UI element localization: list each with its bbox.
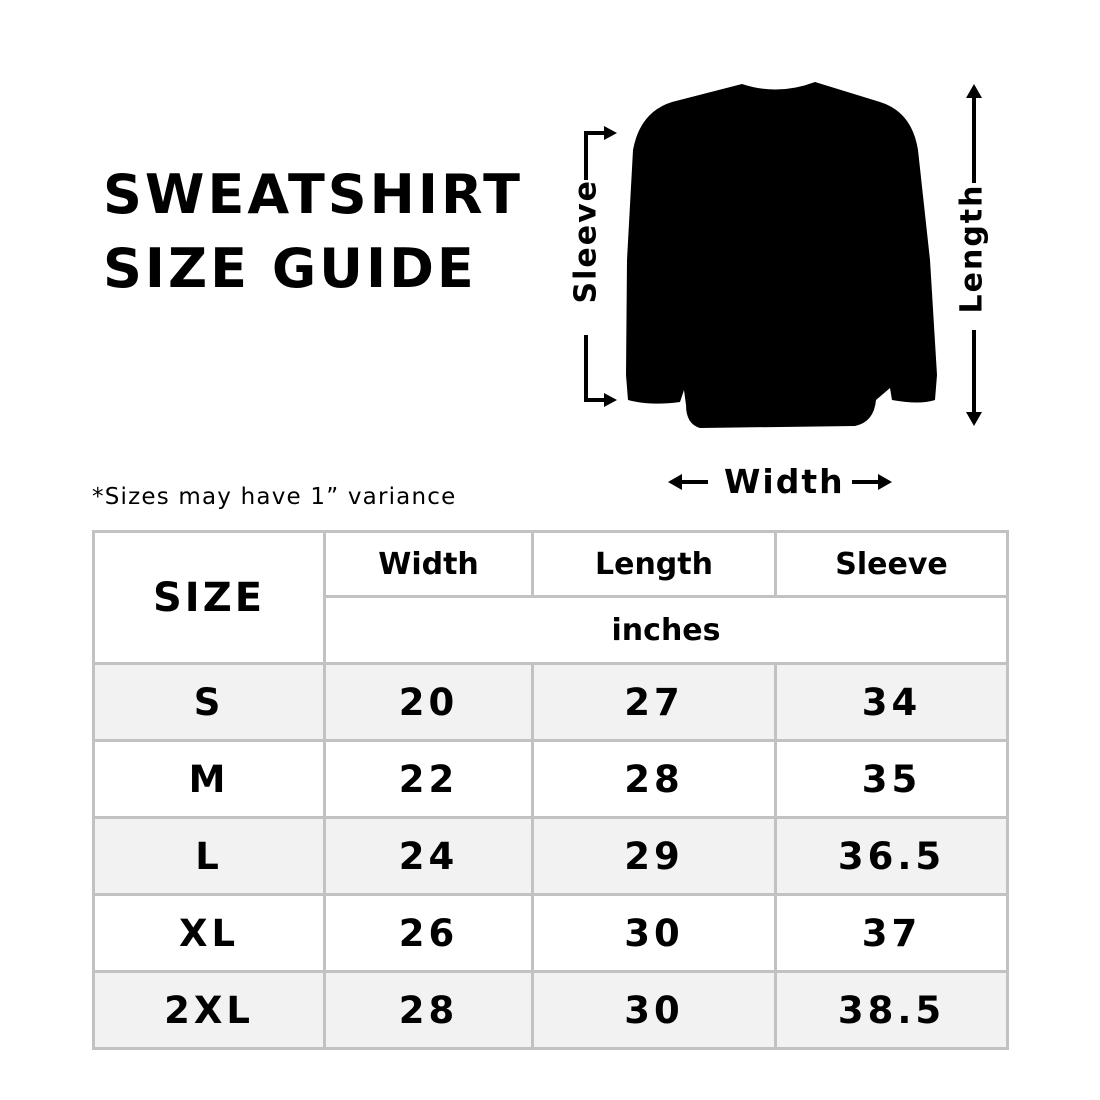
title-line-1: SWEATSHIRT <box>103 163 523 226</box>
variance-note: *Sizes may have 1” variance <box>92 484 457 510</box>
sleeve-label: Sleeve <box>568 179 604 304</box>
column-header-width: Width <box>323 530 534 598</box>
sweatshirt-diagram <box>584 82 982 490</box>
sleeve-arrow-icon <box>584 131 606 402</box>
width-cell: 24 <box>323 816 534 896</box>
size-cell: 2XL <box>91 970 327 1050</box>
table-row: S 20 27 34 <box>91 662 1009 742</box>
length-cell: 30 <box>530 970 778 1050</box>
size-cell: L <box>91 816 327 896</box>
column-header-length: Length <box>530 530 778 598</box>
width-cell: 20 <box>323 662 534 742</box>
width-label: Width <box>724 462 845 501</box>
size-table: SIZE Width Length Sleeve inches S 20 27 … <box>91 530 1009 1050</box>
length-cell: 29 <box>530 816 778 896</box>
width-cell: 26 <box>323 893 534 973</box>
table-row: 2XL 28 30 38.5 <box>91 970 1009 1050</box>
sleeve-cell: 35 <box>774 739 1009 819</box>
units-label: inches <box>323 595 1009 665</box>
table-row: XL 26 30 37 <box>91 893 1009 973</box>
length-cell: 28 <box>530 739 778 819</box>
length-cell: 27 <box>530 662 778 742</box>
length-cell: 30 <box>530 893 778 973</box>
table-row: M 22 28 35 <box>91 739 1009 819</box>
length-label: Length <box>954 183 990 314</box>
sleeve-cell: 36.5 <box>774 816 1009 896</box>
width-cell: 22 <box>323 739 534 819</box>
sleeve-cell: 34 <box>774 662 1009 742</box>
size-cell: M <box>91 739 327 819</box>
title-line-2: SIZE GUIDE <box>103 237 477 300</box>
page-title: SWEATSHIRT SIZE GUIDE <box>103 158 523 306</box>
size-cell: S <box>91 662 327 742</box>
sleeve-cell: 37 <box>774 893 1009 973</box>
sleeve-cell: 38.5 <box>774 970 1009 1050</box>
table-row: L 24 29 36.5 <box>91 816 1009 896</box>
column-header-sleeve: Sleeve <box>774 530 1009 598</box>
sweatshirt-image <box>626 82 937 428</box>
width-cell: 28 <box>323 970 534 1050</box>
size-cell: XL <box>91 893 327 973</box>
size-header: SIZE <box>91 530 327 665</box>
